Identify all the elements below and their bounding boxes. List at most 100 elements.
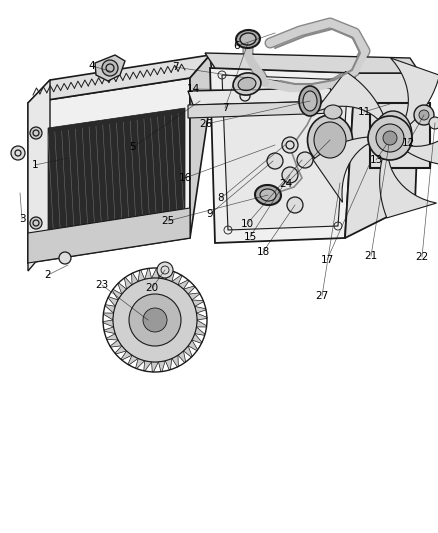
Ellipse shape xyxy=(374,111,412,159)
Text: 2: 2 xyxy=(45,270,51,280)
Text: 26: 26 xyxy=(199,119,212,129)
Polygon shape xyxy=(345,73,420,238)
Polygon shape xyxy=(105,304,115,313)
Circle shape xyxy=(267,153,283,169)
Polygon shape xyxy=(118,283,127,294)
Polygon shape xyxy=(178,351,186,362)
Text: 24: 24 xyxy=(279,179,293,189)
Circle shape xyxy=(30,127,42,139)
Text: 23: 23 xyxy=(95,280,109,290)
Polygon shape xyxy=(135,359,145,369)
Polygon shape xyxy=(188,340,198,351)
Polygon shape xyxy=(152,362,159,372)
Text: 16: 16 xyxy=(178,173,192,183)
Text: 6: 6 xyxy=(234,41,240,51)
Ellipse shape xyxy=(233,73,261,95)
Polygon shape xyxy=(144,361,152,371)
Polygon shape xyxy=(407,114,438,166)
Circle shape xyxy=(297,152,313,168)
Polygon shape xyxy=(205,53,420,73)
Polygon shape xyxy=(172,355,178,367)
Text: 8: 8 xyxy=(218,193,224,203)
Polygon shape xyxy=(132,273,138,285)
Text: 10: 10 xyxy=(240,219,254,229)
Polygon shape xyxy=(108,297,118,306)
Text: 15: 15 xyxy=(244,232,257,242)
Text: 22: 22 xyxy=(415,252,429,262)
Polygon shape xyxy=(184,346,192,357)
Text: 25: 25 xyxy=(161,216,175,226)
Polygon shape xyxy=(190,55,213,238)
Polygon shape xyxy=(192,334,202,343)
Ellipse shape xyxy=(307,115,353,165)
Circle shape xyxy=(414,105,434,125)
Circle shape xyxy=(113,278,197,362)
Polygon shape xyxy=(314,71,384,119)
Circle shape xyxy=(383,131,397,145)
Polygon shape xyxy=(145,268,152,279)
Polygon shape xyxy=(380,159,437,218)
Ellipse shape xyxy=(260,189,276,201)
Circle shape xyxy=(287,197,303,213)
Ellipse shape xyxy=(324,105,342,119)
Polygon shape xyxy=(103,320,113,327)
Polygon shape xyxy=(115,346,127,354)
Polygon shape xyxy=(188,101,335,118)
Text: 12: 12 xyxy=(401,138,415,148)
Polygon shape xyxy=(106,334,118,340)
Polygon shape xyxy=(196,313,207,320)
Polygon shape xyxy=(196,320,207,327)
Polygon shape xyxy=(103,313,113,320)
Ellipse shape xyxy=(303,91,317,111)
Circle shape xyxy=(157,262,173,278)
Polygon shape xyxy=(110,340,122,347)
Polygon shape xyxy=(195,327,205,335)
Polygon shape xyxy=(159,269,166,279)
Text: 4: 4 xyxy=(88,61,95,71)
Text: 18: 18 xyxy=(256,247,270,257)
Ellipse shape xyxy=(238,77,256,91)
Polygon shape xyxy=(188,88,335,105)
Text: 13: 13 xyxy=(369,155,383,165)
Polygon shape xyxy=(104,327,115,334)
Text: 1: 1 xyxy=(32,160,38,170)
Circle shape xyxy=(419,110,429,120)
Polygon shape xyxy=(112,289,122,300)
Circle shape xyxy=(143,308,167,332)
Polygon shape xyxy=(121,351,132,360)
Text: 11: 11 xyxy=(357,107,371,117)
Polygon shape xyxy=(48,108,185,253)
Circle shape xyxy=(59,252,71,264)
Polygon shape xyxy=(95,55,125,81)
Polygon shape xyxy=(192,300,204,306)
Polygon shape xyxy=(165,359,172,370)
Ellipse shape xyxy=(314,122,346,158)
Polygon shape xyxy=(138,270,145,281)
Polygon shape xyxy=(391,58,438,126)
Text: 5: 5 xyxy=(130,142,136,152)
Polygon shape xyxy=(188,293,200,300)
Text: 7: 7 xyxy=(222,103,228,113)
Text: 3: 3 xyxy=(19,214,25,224)
Polygon shape xyxy=(165,271,174,281)
Polygon shape xyxy=(28,78,190,263)
Ellipse shape xyxy=(299,86,321,116)
Text: 27: 27 xyxy=(315,291,328,301)
Circle shape xyxy=(11,146,25,160)
Polygon shape xyxy=(152,268,159,278)
Text: 17: 17 xyxy=(320,255,334,265)
Polygon shape xyxy=(313,137,369,203)
Text: 14: 14 xyxy=(187,84,200,94)
Circle shape xyxy=(368,116,412,160)
Polygon shape xyxy=(184,286,195,294)
Text: 20: 20 xyxy=(145,283,159,293)
Polygon shape xyxy=(370,103,430,168)
Circle shape xyxy=(282,167,298,183)
Text: 9: 9 xyxy=(207,209,213,219)
Polygon shape xyxy=(172,275,182,285)
Ellipse shape xyxy=(381,119,405,151)
Polygon shape xyxy=(210,68,355,243)
Ellipse shape xyxy=(236,30,260,48)
Polygon shape xyxy=(159,361,165,372)
Circle shape xyxy=(30,217,42,229)
